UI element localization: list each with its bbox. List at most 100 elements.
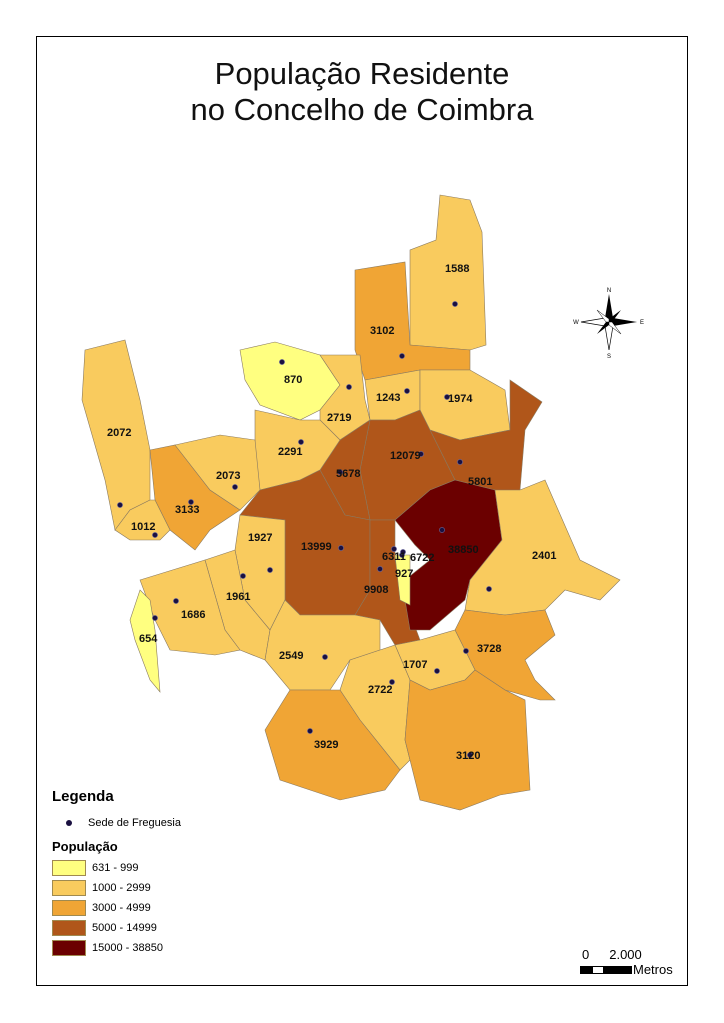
compass-n: N (607, 288, 611, 294)
freguesia-region (394, 479, 503, 631)
population-label: 654 (139, 633, 158, 645)
parish-seat-dot (279, 359, 285, 365)
population-label: 2401 (532, 550, 556, 562)
population-label: 9908 (364, 584, 388, 596)
population-label: 2549 (279, 650, 303, 662)
parish-seat-dot (337, 469, 343, 475)
compass-s: S (607, 354, 611, 360)
legend-class-label: 3000 - 4999 (92, 902, 151, 914)
population-label: 1974 (448, 393, 473, 405)
legend-swatch (52, 900, 86, 916)
population-label: 1686 (181, 609, 205, 621)
population-label: 6311 (382, 551, 406, 563)
legend-title: Legenda (52, 788, 114, 805)
parish-seat-dot (267, 567, 273, 573)
parish-seat-dot (457, 459, 463, 465)
scale-unit: Metros (633, 962, 673, 977)
population-label: 927 (395, 568, 413, 580)
parish-seat-dot (117, 502, 123, 508)
freguesia-region (419, 369, 511, 441)
freguesia-region (129, 589, 161, 693)
parish-seat-dot (434, 668, 440, 674)
population-label: 2073 (216, 470, 240, 482)
parish-seat-dot-icon (66, 820, 72, 826)
population-label: 870 (284, 374, 302, 386)
legend-point-item: Sede de Freguesia (52, 813, 181, 833)
freguesia-region (464, 479, 621, 616)
population-label: 1961 (226, 591, 250, 603)
parish-seat-dot (452, 301, 458, 307)
scale-bar: 0 2.000 Metros (580, 947, 673, 977)
map-title: População Residente no Concelho de Coimb… (0, 56, 724, 128)
parish-seat-dot (400, 549, 406, 555)
parish-seat-dot (338, 545, 344, 551)
legend-class-item: 3000 - 4999 (52, 898, 181, 918)
legend-class-label: 1000 - 2999 (92, 882, 151, 894)
title-line-2: no Concelho de Coimbra (190, 92, 534, 127)
parish-seat-dot (399, 353, 405, 359)
legend-swatch (52, 940, 86, 956)
compass-e: E (640, 320, 644, 326)
compass-rose-icon: N S E W (573, 288, 644, 360)
parish-seat-dot (391, 546, 397, 552)
parish-seat-dot (439, 527, 445, 533)
freguesia-region (454, 609, 556, 701)
parish-seat-dot (152, 615, 158, 621)
parish-seat-dot (152, 532, 158, 538)
population-label: 13999 (301, 541, 332, 553)
parish-seat-dot (404, 388, 410, 394)
population-label: 3728 (477, 643, 501, 655)
legend-class-item: 5000 - 14999 (52, 918, 181, 938)
legend-class-item: 15000 - 38850 (52, 938, 181, 958)
freguesia-region (404, 669, 531, 811)
parish-seat-dot (232, 484, 238, 490)
parish-seat-dot (307, 728, 313, 734)
population-label: 38850 (448, 544, 479, 556)
title-line-1: População Residente (214, 56, 510, 91)
parish-seat-dot (173, 598, 179, 604)
legend-class-label: 631 - 999 (92, 862, 139, 874)
freguesia-region (139, 559, 241, 656)
population-label: 3133 (175, 504, 199, 516)
population-label: 2722 (368, 684, 392, 696)
legend-class-label: 5000 - 14999 (92, 922, 157, 934)
population-label: 1012 (131, 521, 155, 533)
freguesia-region (114, 499, 171, 541)
population-label: 6722 (410, 552, 434, 564)
population-label: 3102 (370, 325, 394, 337)
scale-distance: 2.000 (609, 947, 642, 962)
freguesia-region (394, 554, 411, 606)
population-label: 1927 (248, 532, 272, 544)
legend: Legenda Sede de Freguesia População 631 … (52, 788, 181, 958)
population-label: 12079 (390, 450, 421, 462)
legend-class-item: 631 - 999 (52, 858, 181, 878)
parish-seat-dot (188, 499, 194, 505)
parish-seat-dot (418, 451, 424, 457)
scale-zero: 0 (582, 947, 590, 962)
population-label: 3929 (314, 739, 338, 751)
legend-class-item: 1000 - 2999 (52, 878, 181, 898)
parish-seat-dot (240, 573, 246, 579)
population-label: 2072 (107, 427, 131, 439)
population-label: 5801 (468, 476, 492, 488)
parish-seat-dot (346, 384, 352, 390)
parish-seat-dot (298, 439, 304, 445)
parish-seat-dot (463, 648, 469, 654)
population-label: 5678 (336, 468, 360, 480)
legend-swatch (52, 860, 86, 876)
legend-population-title: População (52, 839, 118, 854)
population-label: 2719 (327, 412, 351, 424)
legend-point-label: Sede de Freguesia (88, 817, 181, 829)
parish-seat-dot (444, 394, 450, 400)
parish-seat-dot (322, 654, 328, 660)
population-label: 1707 (403, 659, 427, 671)
parish-seat-dot (377, 566, 383, 572)
parish-seat-dot (467, 752, 473, 758)
parish-seat-dot (486, 586, 492, 592)
population-label: 2291 (278, 446, 302, 458)
legend-swatch (52, 920, 86, 936)
population-label: 1588 (445, 263, 469, 275)
parish-seat-dot (389, 679, 395, 685)
population-label: 3120 (456, 750, 480, 762)
population-label: 1243 (376, 392, 400, 404)
